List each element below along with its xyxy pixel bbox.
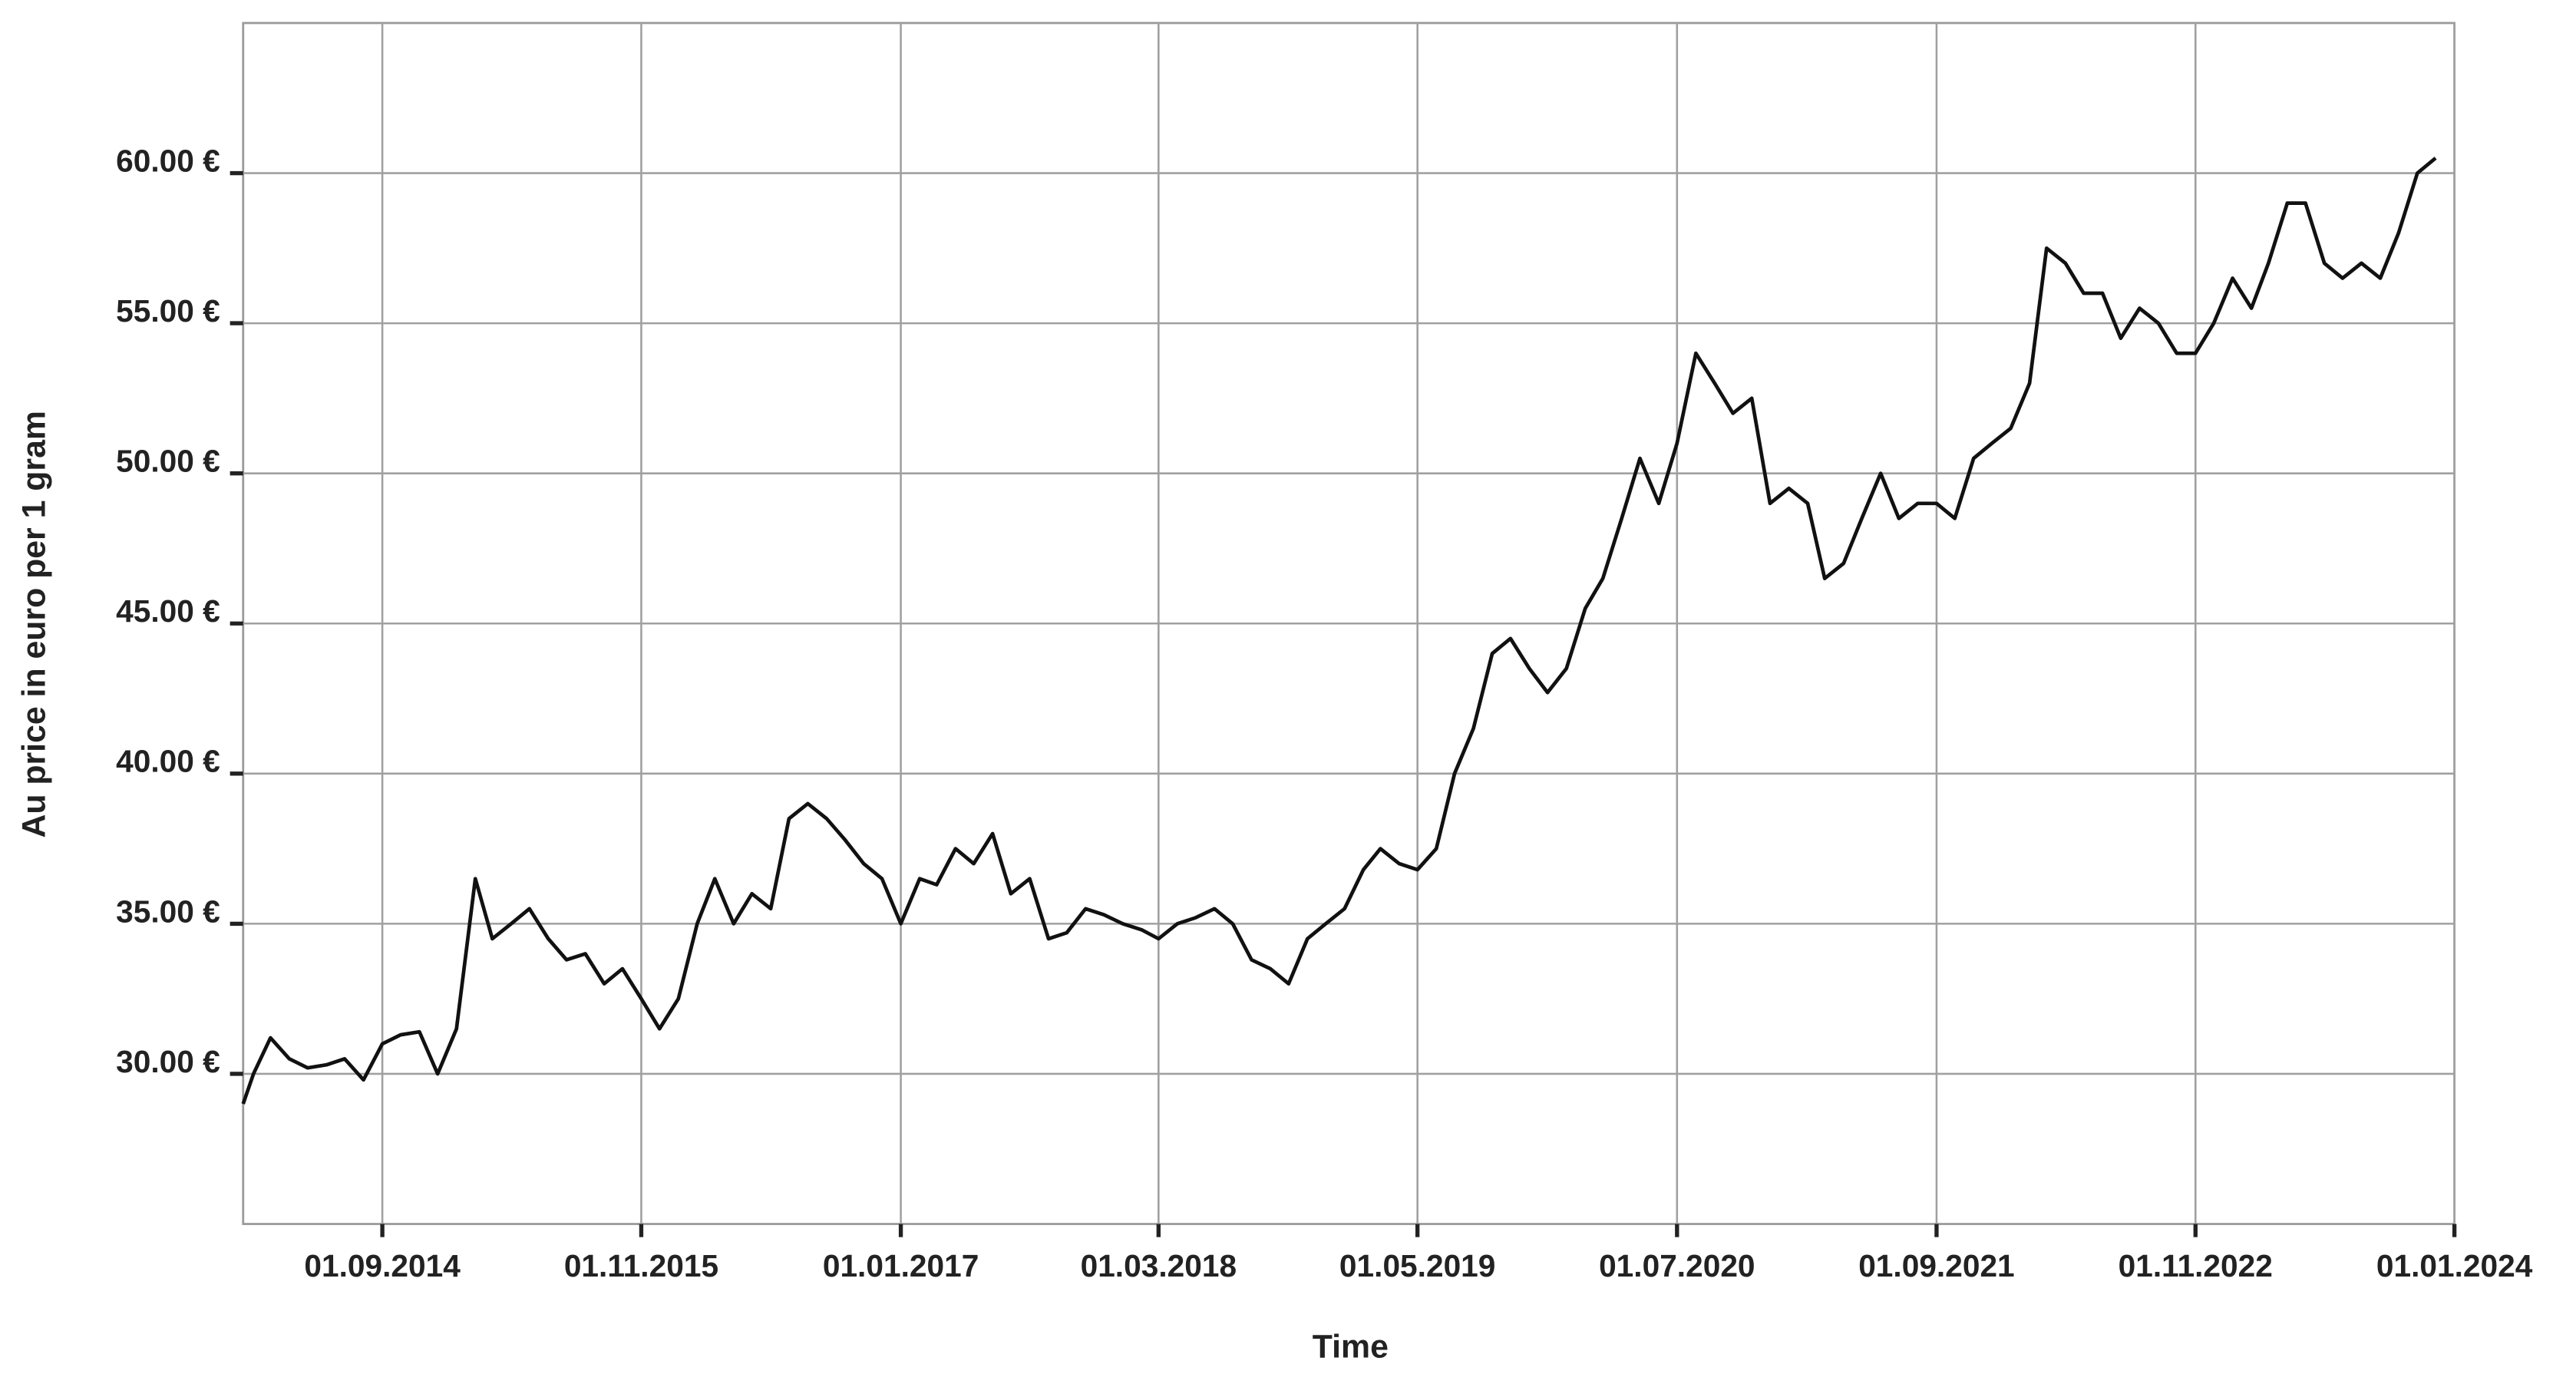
y-tick-label: 35.00 € — [116, 893, 220, 929]
y-tick-label: 30.00 € — [116, 1044, 220, 1079]
y-tick-label: 45.00 € — [116, 593, 220, 629]
x-tick-label: 01.01.2017 — [823, 1248, 979, 1283]
x-tick-label: 01.05.2019 — [1339, 1248, 1495, 1283]
y-tick-label: 40.00 € — [116, 744, 220, 779]
y-tick-label: 55.00 € — [116, 293, 220, 329]
x-tick-label: 01.03.2018 — [1081, 1248, 1237, 1283]
x-tick-label: 01.07.2020 — [1599, 1248, 1755, 1283]
x-tick-label: 01.09.2021 — [1858, 1248, 2014, 1283]
x-axis-label: Time — [1313, 1329, 1389, 1366]
x-tick-label: 01.01.2024 — [2376, 1248, 2533, 1283]
x-tick-label: 01.11.2022 — [2119, 1248, 2273, 1283]
y-tick-label: 50.00 € — [116, 444, 220, 479]
price-line — [241, 157, 2437, 1105]
x-tick-label: 01.11.2015 — [564, 1248, 718, 1283]
x-tick-label: 01.09.2014 — [304, 1248, 461, 1283]
y-tick-label: 60.00 € — [116, 143, 220, 178]
y-axis-label: Au price in euro per 1 gram — [15, 411, 52, 838]
